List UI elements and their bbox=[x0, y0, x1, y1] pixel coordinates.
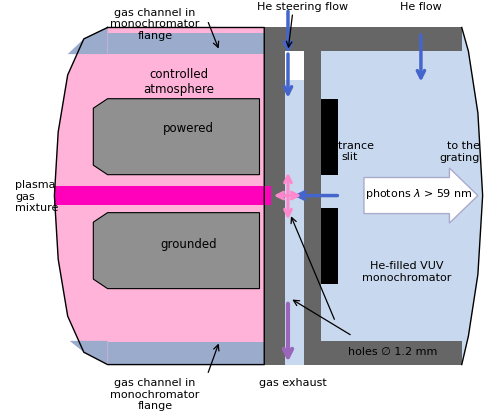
Bar bbox=[108, 344, 264, 365]
Text: photons $\lambda$ > 59 nm: photons $\lambda$ > 59 nm bbox=[366, 186, 473, 200]
Polygon shape bbox=[305, 28, 482, 365]
Polygon shape bbox=[54, 28, 264, 365]
Bar bbox=[108, 341, 264, 365]
Polygon shape bbox=[364, 169, 478, 223]
Bar bbox=[285, 81, 304, 365]
Polygon shape bbox=[94, 213, 260, 289]
Bar bbox=[321, 100, 338, 175]
Bar bbox=[54, 187, 271, 206]
Text: plasma
gas
mixture: plasma gas mixture bbox=[16, 180, 59, 213]
Bar bbox=[264, 28, 285, 365]
Bar bbox=[264, 81, 321, 100]
Bar bbox=[108, 342, 264, 365]
Bar bbox=[108, 34, 264, 55]
Text: entrance
slit: entrance slit bbox=[324, 140, 374, 162]
Bar bbox=[321, 209, 338, 284]
Text: He flow: He flow bbox=[400, 2, 442, 12]
Polygon shape bbox=[70, 341, 108, 365]
Text: gas channel in
monochromator
flange: gas channel in monochromator flange bbox=[110, 377, 200, 410]
Polygon shape bbox=[54, 28, 264, 365]
Text: gas channel in
monochromator
flange: gas channel in monochromator flange bbox=[110, 7, 200, 41]
Text: He-filled VUV
monochromator: He-filled VUV monochromator bbox=[362, 261, 452, 282]
Bar bbox=[108, 34, 264, 55]
Text: controlled
atmosphere: controlled atmosphere bbox=[144, 68, 214, 96]
Polygon shape bbox=[70, 28, 108, 55]
Text: He steering flow: He steering flow bbox=[256, 2, 348, 12]
Bar bbox=[264, 28, 462, 52]
Bar bbox=[108, 34, 264, 55]
Bar bbox=[304, 28, 321, 365]
Text: grounded: grounded bbox=[160, 238, 216, 251]
Polygon shape bbox=[68, 28, 264, 55]
Bar bbox=[264, 341, 462, 365]
Bar bbox=[264, 280, 321, 298]
Text: powered: powered bbox=[163, 121, 214, 134]
Text: holes ∅ 1.2 mm: holes ∅ 1.2 mm bbox=[348, 346, 437, 356]
Text: gas exhaust: gas exhaust bbox=[259, 377, 326, 387]
Text: to the
grating: to the grating bbox=[440, 141, 480, 162]
Polygon shape bbox=[94, 100, 260, 175]
Bar bbox=[108, 28, 264, 365]
